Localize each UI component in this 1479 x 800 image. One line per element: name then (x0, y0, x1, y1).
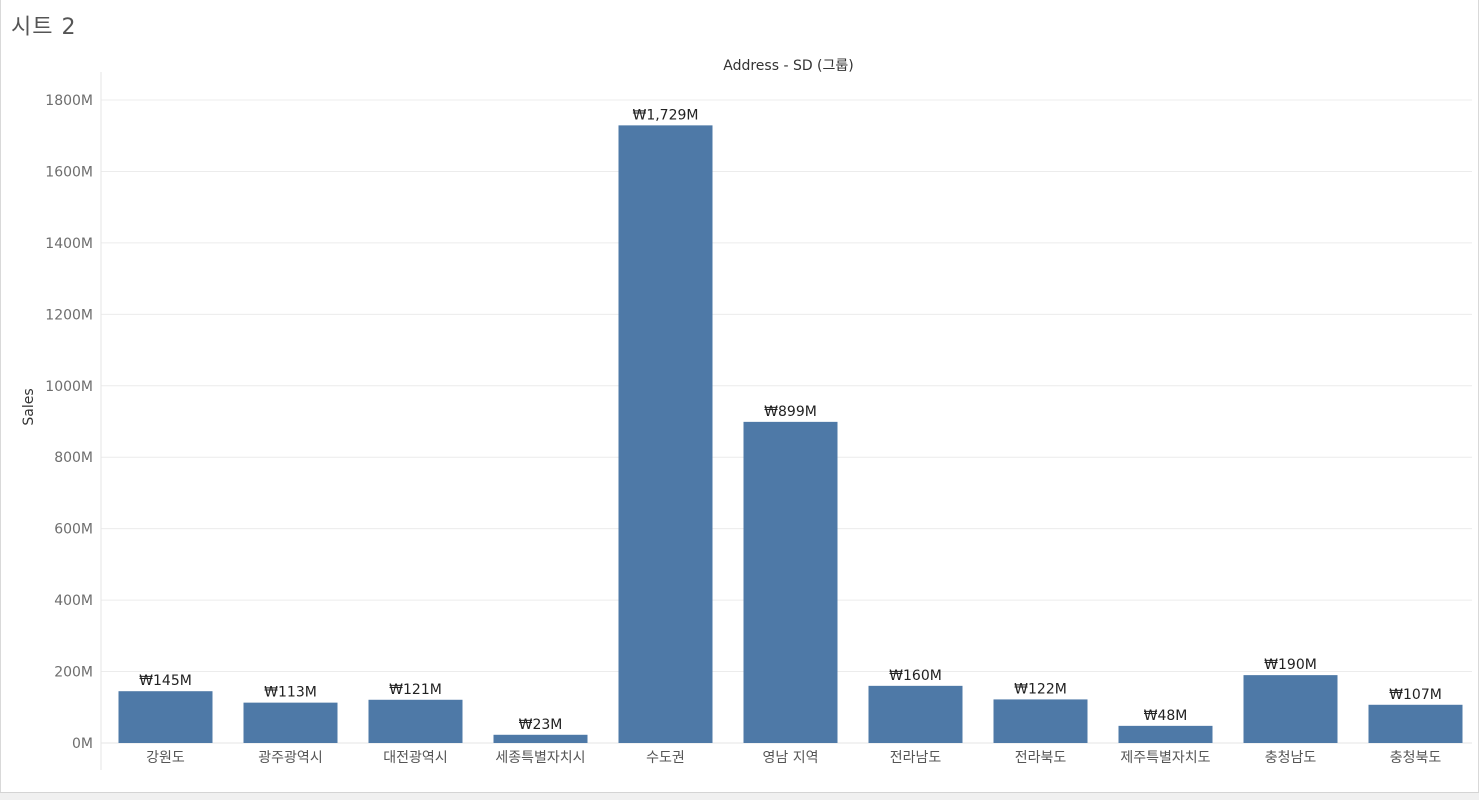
category-label: 제주특별자치도 (1120, 750, 1210, 766)
category-label: 수도권 (646, 750, 685, 766)
bar (1118, 725, 1213, 743)
category-label: 광주광역시 (258, 750, 322, 766)
y-tick-label: 1000M (45, 379, 93, 395)
data-label: ₩1,729M (632, 107, 698, 123)
data-label: ₩48M (1144, 708, 1188, 724)
y-tick-label: 1600M (45, 164, 93, 180)
y-tick-label: 0M (72, 736, 93, 752)
category-label: 충청남도 (1265, 750, 1317, 766)
y-tick-labels: 0M 200M 400M 600M 800M 1000M 1200M 1400M 1600M 18… (45, 93, 93, 752)
y-tick-label: 1200M (45, 307, 93, 323)
bar (868, 685, 963, 743)
data-label: ₩160M (889, 668, 942, 684)
data-label: ₩190M (1264, 657, 1317, 673)
data-label: ₩23M (519, 717, 563, 733)
data-label: ₩122M (1014, 681, 1067, 697)
data-label: ₩121M (389, 682, 442, 698)
frame-border-left (0, 0, 1, 792)
y-tick-label: 400M (54, 593, 93, 609)
bars (118, 125, 1463, 743)
category-labels: 강원도 광주광역시 대전광역시 세종특별자치시 수도권 영남 지역 전라남도 전라북도 제주특별… (146, 750, 1441, 766)
y-tick-label: 800M (54, 450, 93, 466)
bar (1368, 704, 1463, 743)
data-label: ₩107M (1389, 687, 1442, 703)
category-label: 전라북도 (1015, 750, 1067, 766)
bar (368, 699, 463, 743)
data-labels: ₩145M ₩113M ₩121M ₩23M ₩1,729M ₩899M ₩160M ₩122… (139, 107, 1442, 732)
bar (618, 125, 713, 743)
bar (493, 734, 588, 743)
bottom-strip (0, 792, 1479, 800)
bar (118, 691, 213, 743)
y-tick-label: 600M (54, 522, 93, 538)
category-label: 강원도 (146, 750, 185, 766)
category-label: 세종특별자치시 (495, 750, 585, 766)
category-label: 영남 지역 (763, 750, 819, 766)
y-axis-title: Sales (21, 388, 37, 425)
bar (993, 699, 1088, 743)
category-label: 대전광역시 (383, 750, 447, 766)
category-label: 전라남도 (890, 750, 942, 766)
bar (743, 421, 838, 743)
y-tick-label: 1400M (45, 236, 93, 252)
data-label: ₩899M (764, 404, 817, 420)
bar (243, 702, 338, 743)
data-label: ₩113M (264, 685, 317, 701)
sheet-title: 시트 2 (11, 15, 77, 40)
category-label: 충청북도 (1390, 750, 1442, 766)
bar (1243, 675, 1338, 743)
chart-title: Address - SD (그룹) (723, 58, 854, 74)
y-tick-label: 1800M (45, 93, 93, 109)
data-label: ₩145M (139, 673, 192, 689)
y-tick-label: 200M (54, 665, 93, 681)
